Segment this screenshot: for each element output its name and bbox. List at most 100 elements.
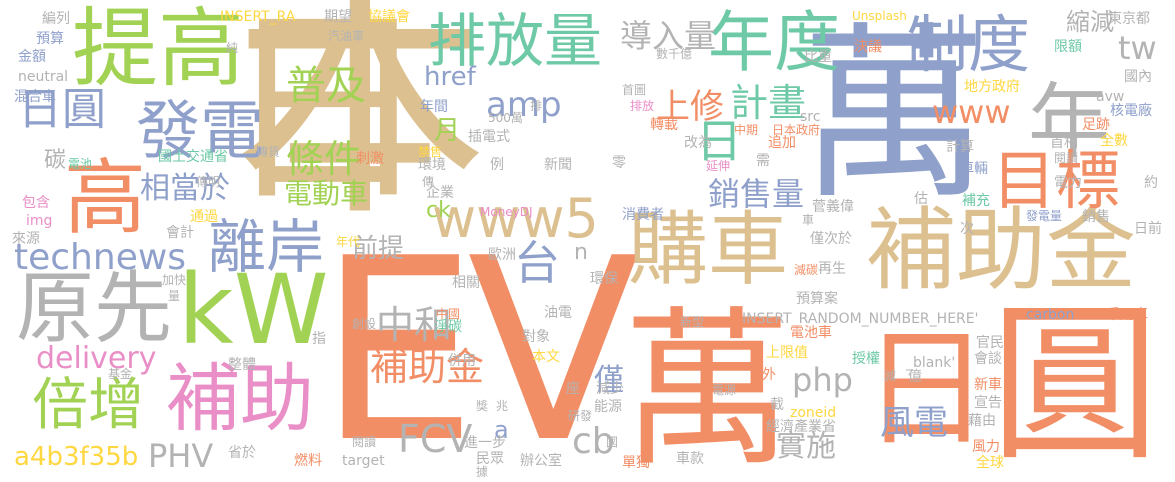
word-dian-chi-che: 電池車 — [790, 325, 832, 341]
word-xiao-fei-zhe: 消費者 — [622, 207, 664, 223]
word-www5: www5 — [432, 187, 599, 250]
word-chuan-huo: 傳貨 — [256, 145, 281, 159]
word-pai-fang-small: 排放 — [630, 99, 655, 113]
word-yuan-xian: 原先 — [16, 264, 173, 354]
word-qi-you-che: 汽油車 — [328, 29, 365, 43]
word-tiao-jian: 條件 — [286, 137, 363, 181]
word-chuan-ming: 傳明 — [196, 175, 221, 189]
word-technews: technews — [14, 237, 187, 278]
word-ou-zhou: 歐洲 — [488, 247, 516, 263]
word-gao: 高 — [64, 151, 147, 246]
word-unsplash: Unsplash — [852, 9, 907, 23]
word-www: www — [932, 93, 1011, 131]
word-wai: 外 — [762, 367, 776, 383]
word-feng-dian: 風電 — [880, 403, 948, 443]
word-ying-yi-wei: 菅義偉 — [812, 199, 854, 215]
word-href: href — [424, 62, 476, 92]
word-jin-e: 金額 — [18, 49, 46, 65]
word-ben-wen: 本文 — [532, 349, 560, 365]
word-a: a — [494, 416, 509, 444]
word-cheng-yong-che: 乘用車 — [1106, 307, 1148, 323]
word-target: target — [342, 453, 385, 469]
word-zhao: 兆 — [496, 399, 509, 413]
word-guo-tu: 國土交通省 — [158, 149, 228, 165]
word-zhi-du: 制度 — [906, 8, 1031, 81]
word-zhuan-zai: 轉載 — [650, 117, 678, 133]
word-cb: cb — [572, 421, 615, 462]
word-ji-hua: 計畫 — [730, 81, 807, 125]
word-jie: 截 — [770, 397, 784, 413]
word-ti-gao: 提高 — [72, 0, 244, 99]
word-nian-dai: 年代 — [336, 235, 361, 249]
word-avw: avw — [1096, 89, 1125, 105]
word-shu-qian-yi: 數千億 — [656, 47, 693, 61]
word-dan-du: 單獨 — [622, 455, 650, 471]
word-tw: tw — [1118, 29, 1157, 67]
word-insert-ra: INSERT_RA — [220, 9, 296, 25]
word-quan-qiu: 全球 — [976, 455, 1004, 471]
word-dian-dong-che: 電動車 — [284, 177, 369, 210]
word-hui-ji: 會計 — [166, 225, 194, 241]
word-gu: 估 — [914, 191, 928, 207]
word-n: n — [574, 240, 588, 265]
word-yi: 億 — [908, 369, 922, 385]
word-insert-rnh: INSERT_RANDOM_NUMBER_HERE' — [742, 311, 979, 327]
word-bu-zhu-jin: 補助金 — [866, 198, 1136, 303]
word-bu-zhu: 補助 — [166, 356, 314, 442]
word-nian-jian: 年間 — [420, 99, 448, 115]
word-img: img — [26, 213, 53, 229]
word-500wan: 500萬 — [488, 111, 523, 125]
word-yu-suan-an: 預算案 — [796, 291, 838, 307]
word-yan-shen: 延伸 — [706, 159, 731, 173]
word-sheng-yu: 省於 — [228, 445, 256, 461]
word-suo-jian: 縮減 — [1066, 8, 1114, 36]
word-ran-liao: 燃料 — [294, 453, 322, 469]
word-shou-quan: 授權 — [852, 351, 880, 367]
word-jia-kuai: 加快 — [162, 273, 187, 287]
word-zuo: 座 — [566, 381, 580, 397]
word-dao-ru: 導入量 — [620, 17, 717, 55]
word-chun: 純 — [226, 41, 239, 55]
word-ci-ji: 刺激 — [356, 151, 384, 167]
word-neng-yuan: 能源 — [594, 399, 622, 415]
word-shou-xiang: 首相 — [1050, 135, 1078, 151]
word-jian: 減 — [884, 369, 897, 383]
word-jin-yi-bu: 進一步 — [464, 435, 506, 451]
word-che-kuan: 車款 — [676, 451, 704, 467]
word-qi-ye: 企業 — [426, 185, 454, 201]
word-jing-tan: 淨碳 — [434, 319, 462, 335]
word-wan-bottom: 萬 — [622, 292, 793, 482]
word-ri-large: 日 — [222, 0, 433, 231]
word-ji-suan: 計算 — [946, 139, 974, 155]
word-gou-che: 購車 — [628, 203, 788, 296]
word-nian: 年 — [1028, 75, 1111, 170]
word-dian-li: 電力 — [1054, 175, 1082, 191]
word-ck: ck — [426, 198, 451, 223]
word-huan-bao: 環保 — [590, 271, 618, 287]
word-tan: 碳 — [44, 148, 67, 173]
word-dui-xiang: 對象 — [522, 329, 550, 345]
word-xu: 需 — [756, 153, 770, 169]
word-chuang-she: 創設 — [352, 317, 377, 331]
word-zu-ji: 足跡 — [1082, 117, 1110, 133]
word-guo-nei: 國內 — [1124, 69, 1152, 85]
word-ev: EV — [318, 205, 640, 482]
word-ri-qian: 日前 — [1134, 221, 1162, 237]
word-jiang: 獎 — [476, 399, 489, 413]
word-shou-tu: 首圖 — [622, 83, 647, 97]
word-shang-xiu: 上修 — [656, 87, 724, 127]
word-tong-guo: 通過 — [190, 209, 218, 225]
word-carbon: carbon — [1026, 307, 1075, 323]
word-huan-jing: 環境 — [418, 157, 446, 173]
word-fa-dian-liang: 發電量 — [1026, 209, 1063, 223]
word-che-liang: 車輛 — [960, 161, 988, 177]
word-ban-gong-shi: 辦公室 — [520, 453, 562, 469]
word-jin: 僅 — [594, 363, 624, 398]
word-ri-yuan: 日 — [862, 315, 991, 464]
word-bao-han: 包含 — [22, 195, 50, 211]
word-hun-he: 混合車 — [14, 89, 56, 105]
word-tai: 台 — [514, 236, 560, 290]
word-xin-wen: 新聞 — [544, 157, 572, 173]
word-zhong-he: 中和 — [376, 303, 453, 347]
word-zhi: 指 — [312, 331, 326, 347]
